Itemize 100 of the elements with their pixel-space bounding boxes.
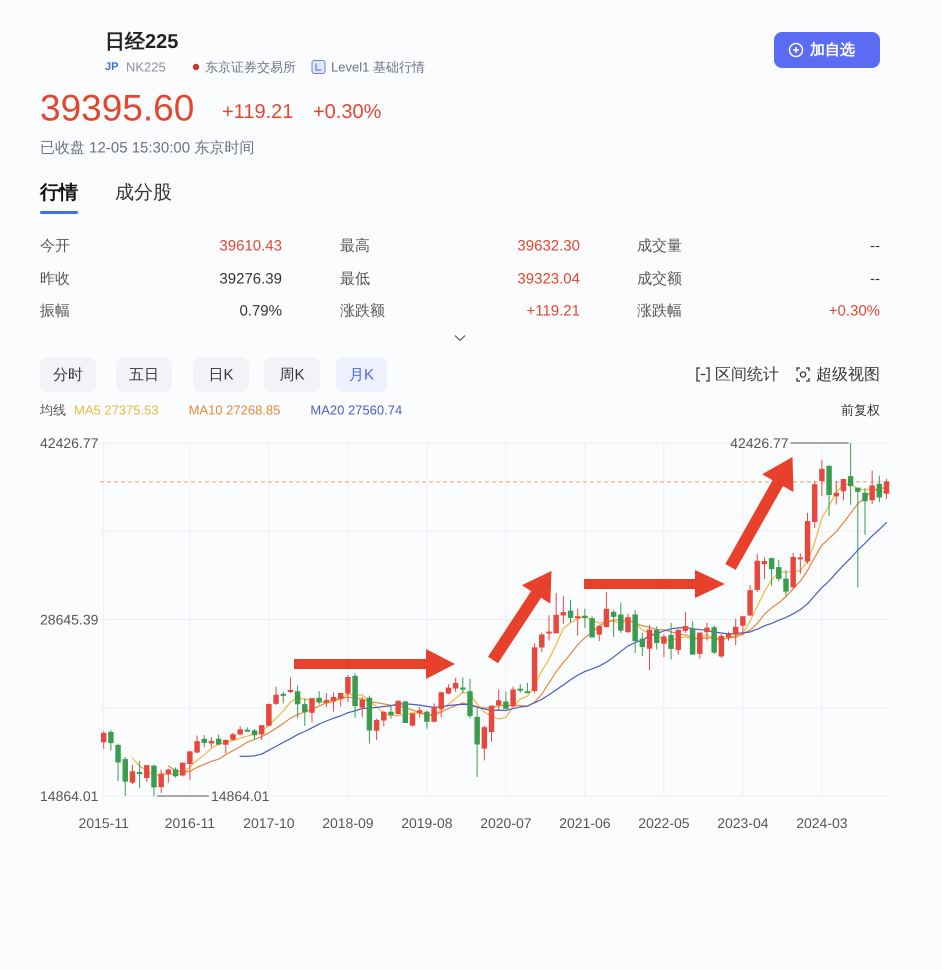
annotation: 14864.01 [156,788,270,804]
candlestick [360,696,365,718]
text: 行情 [39,182,78,204]
candlestick [216,734,222,745]
text: 已收盘 12-05 15:30:00 东京时间 [40,140,254,156]
text: 振幅 [40,302,70,320]
candlestick [223,738,229,754]
y-tick-label: 42426.77 [40,435,99,451]
candlestick [848,442,854,506]
y-tick-label: 28645.39 [40,612,99,628]
candlestick [288,676,294,694]
candlestick [503,691,509,709]
x-tick-label: 2022-05 [638,815,690,831]
candlestick [783,570,789,596]
candlestick [202,734,207,748]
text: 区间统计 [715,366,779,384]
candlestick [244,726,250,732]
candlestick [668,622,674,660]
button: 月K [336,357,387,392]
line-series [240,522,888,757]
text: 今开 [40,238,70,254]
candlestick [589,616,595,638]
candlestick [862,488,868,536]
x-tick-label: 2019-08 [401,815,453,831]
x-tick-label: 2023-04 [717,815,769,831]
text: 昨收 [40,270,70,288]
candlestick [100,730,106,750]
text: 39632.30 [517,238,580,254]
text: 成交量 [637,238,682,254]
candlestick [582,608,588,628]
candlestick [869,470,875,505]
text: 超级视图 [816,366,880,384]
text: 东京证券交易所 [205,60,296,74]
text: 0.79% [239,302,282,320]
annotation: 14864.01 [210,788,270,804]
candlestick [309,698,315,724]
text: +0.30% [313,101,382,123]
candlestick [416,706,422,718]
candlestick [172,766,178,778]
text: 成分股 [115,182,172,204]
candlestick [532,642,538,694]
text: 39323.04 [517,270,580,288]
text: 39395.60 [40,88,194,128]
candlestick [144,764,150,782]
x-tick-label: 2015-11 [78,815,130,831]
text: NK225 [126,60,166,74]
candlestick [280,691,286,704]
candlestick [524,682,530,694]
text: 最低 [340,270,370,288]
candlestick [732,618,738,646]
candlestick [324,692,330,708]
candlestick [546,614,552,642]
candlestick [474,708,480,778]
candlestick [108,730,114,752]
x-tick-label: 2017-10 [243,815,295,831]
candlestick [452,677,458,692]
candlestick [302,698,308,726]
x-tick-label: 2016-11 [164,815,216,831]
candlestick [273,686,279,706]
candlestick [568,599,574,624]
x-tick-label: 2021-06 [559,815,611,831]
x-tick-label: 2020-07 [480,815,532,831]
candlestick [208,736,214,748]
text: 前复权 [841,402,880,418]
candlestick [740,616,746,636]
candlestick [697,632,703,659]
candlestick [410,713,416,728]
button: 分时 [40,357,96,392]
button: 五日 [116,357,172,392]
candlestick [646,624,652,671]
candlestick [826,464,832,516]
candlestick [294,684,300,719]
annotation: 42426.77 [730,435,789,451]
candlestick [352,672,358,718]
candlestick [496,688,502,712]
candlestick [460,676,466,694]
text: 日经225 [105,31,178,53]
annotation: 42426.77 [730,435,850,451]
text: 最高 [340,238,370,254]
text: 涨跌幅 [637,302,682,320]
candlestick [711,624,717,655]
candlestick [726,631,732,642]
text: JP [105,61,118,73]
y-tick-label: 14864.01 [40,788,99,804]
candlestick [855,488,861,588]
text: +119.21 [526,302,580,320]
x-tick-label: 2024-03 [796,815,848,831]
text: -- [870,270,880,288]
candlestick [424,710,430,730]
text: Level1 基础行情 [331,60,425,74]
candlestick [661,634,667,658]
candlestick [252,728,258,740]
text: 涨跌额 [340,302,385,320]
text: +0.30% [828,302,880,320]
candlestick [819,460,825,497]
candlestick [194,734,200,754]
candlestick [834,480,839,506]
candlestick [395,700,401,714]
candlestick [840,478,846,501]
candlestick [482,724,488,761]
